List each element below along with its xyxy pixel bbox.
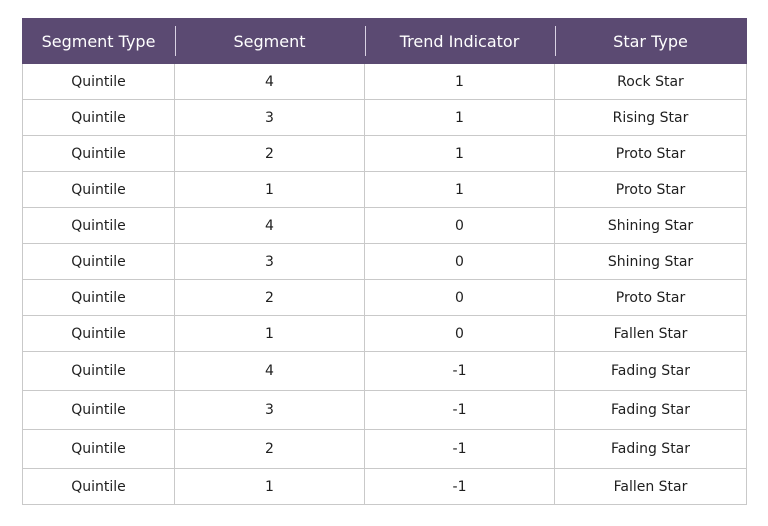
header-trend-indicator: Trend Indicator: [364, 18, 555, 64]
cell-segment-type: Quintile: [22, 390, 175, 430]
cell-segment-type: Quintile: [22, 468, 175, 505]
cell-segment-type: Quintile: [22, 135, 175, 172]
table-row: Quintile 3 1 Rising Star: [22, 99, 747, 136]
cell-trend-indicator: -1: [364, 390, 555, 430]
cell-segment-type: Quintile: [22, 279, 175, 316]
header-segment-type: Segment Type: [22, 18, 175, 64]
table-row: Quintile 4 1 Rock Star: [22, 63, 747, 100]
cell-segment-type: Quintile: [22, 351, 175, 391]
table-row: Quintile 1 0 Fallen Star: [22, 315, 747, 352]
cell-segment: 3: [174, 243, 365, 280]
table-row: Quintile 3 -1 Fading Star: [22, 390, 747, 430]
star-type-table: Segment Type Segment Trend Indicator Sta…: [22, 18, 747, 505]
cell-trend-indicator: -1: [364, 351, 555, 391]
cell-segment-type: Quintile: [22, 63, 175, 100]
cell-segment: 2: [174, 429, 365, 469]
cell-trend-indicator: 1: [364, 63, 555, 100]
cell-star-type: Proto Star: [554, 135, 747, 172]
cell-segment: 4: [174, 351, 365, 391]
table-row: Quintile 1 1 Proto Star: [22, 171, 747, 208]
cell-star-type: Shining Star: [554, 207, 747, 244]
cell-star-type: Proto Star: [554, 171, 747, 208]
cell-segment: 1: [174, 468, 365, 505]
cell-segment-type: Quintile: [22, 243, 175, 280]
cell-segment-type: Quintile: [22, 315, 175, 352]
cell-segment: 4: [174, 207, 365, 244]
cell-segment: 3: [174, 390, 365, 430]
cell-trend-indicator: -1: [364, 429, 555, 469]
cell-segment-type: Quintile: [22, 207, 175, 244]
table-row: Quintile 1 -1 Fallen Star: [22, 468, 747, 505]
table-row: Quintile 2 -1 Fading Star: [22, 429, 747, 469]
table-header: Segment Type Segment Trend Indicator Sta…: [22, 18, 747, 64]
table-row: Quintile 4 -1 Fading Star: [22, 351, 747, 391]
header-row: Segment Type Segment Trend Indicator Sta…: [22, 18, 747, 64]
cell-trend-indicator: 0: [364, 243, 555, 280]
cell-star-type: Fallen Star: [554, 468, 747, 505]
cell-trend-indicator: 1: [364, 135, 555, 172]
cell-segment: 4: [174, 63, 365, 100]
cell-trend-indicator: 0: [364, 207, 555, 244]
cell-segment: 1: [174, 315, 365, 352]
cell-star-type: Rock Star: [554, 63, 747, 100]
table-row: Quintile 2 0 Proto Star: [22, 279, 747, 316]
cell-star-type: Fading Star: [554, 429, 747, 469]
table-row: Quintile 2 1 Proto Star: [22, 135, 747, 172]
cell-trend-indicator: 0: [364, 279, 555, 316]
cell-star-type: Fading Star: [554, 351, 747, 391]
cell-segment: 1: [174, 171, 365, 208]
cell-segment-type: Quintile: [22, 99, 175, 136]
table-row: Quintile 4 0 Shining Star: [22, 207, 747, 244]
cell-trend-indicator: 0: [364, 315, 555, 352]
cell-segment-type: Quintile: [22, 429, 175, 469]
cell-star-type: Fallen Star: [554, 315, 747, 352]
table-row: Quintile 3 0 Shining Star: [22, 243, 747, 280]
cell-trend-indicator: 1: [364, 99, 555, 136]
header-segment: Segment: [174, 18, 365, 64]
cell-star-type: Shining Star: [554, 243, 747, 280]
cell-trend-indicator: 1: [364, 171, 555, 208]
cell-segment: 2: [174, 279, 365, 316]
cell-star-type: Rising Star: [554, 99, 747, 136]
star-type-table-container: Segment Type Segment Trend Indicator Sta…: [22, 18, 747, 505]
cell-star-type: Fading Star: [554, 390, 747, 430]
cell-segment: 2: [174, 135, 365, 172]
cell-segment-type: Quintile: [22, 171, 175, 208]
cell-star-type: Proto Star: [554, 279, 747, 316]
cell-trend-indicator: -1: [364, 468, 555, 505]
cell-segment: 3: [174, 99, 365, 136]
header-star-type: Star Type: [554, 18, 747, 64]
table-body: Quintile 4 1 Rock Star Quintile 3 1 Risi…: [22, 63, 747, 505]
